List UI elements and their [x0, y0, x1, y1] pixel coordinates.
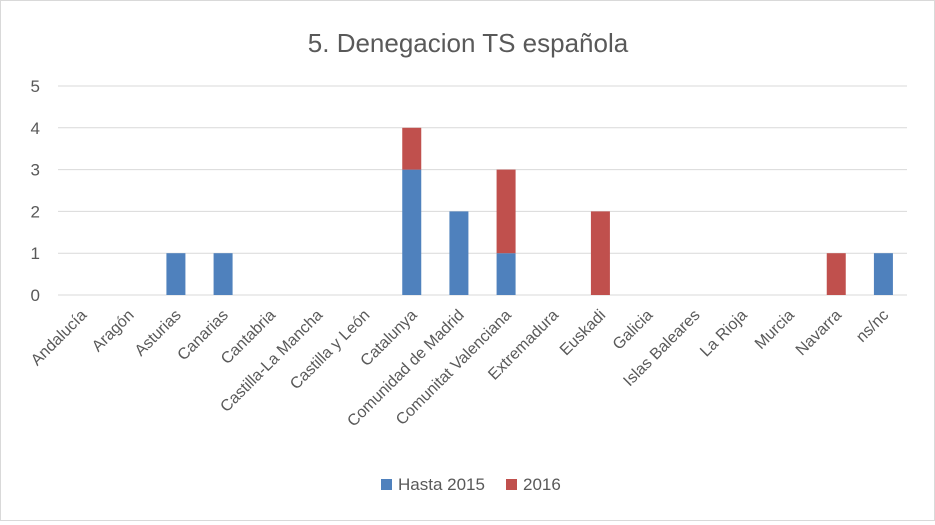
bar	[166, 253, 186, 295]
y-tick-label: 2	[31, 202, 40, 221]
x-tick-label: Aragón	[89, 307, 138, 356]
bar	[402, 169, 422, 295]
bar	[496, 253, 516, 295]
legend: Hasta 2015 2016	[381, 475, 561, 494]
y-axis-ticks: 0 1 2 3 4 5	[31, 77, 40, 305]
bar	[873, 253, 893, 295]
x-tick-label: Murcia	[752, 307, 798, 353]
x-tick-label: Euskadi	[557, 307, 609, 359]
chart-title: 5. Denegacion TS española	[308, 28, 629, 58]
x-tick-label: La Rioja	[697, 307, 751, 361]
bar	[590, 211, 610, 295]
x-tick-label: Andalucía	[28, 307, 90, 369]
x-axis-ticks: AndalucíaAragónAsturiasCanariasCantabria…	[28, 307, 892, 430]
bar	[449, 211, 469, 295]
y-tick-label: 1	[31, 244, 40, 263]
y-tick-label: 4	[31, 119, 40, 138]
y-tick-label: 3	[31, 161, 40, 180]
legend-swatch	[506, 479, 517, 490]
legend-label: 2016	[523, 475, 561, 494]
x-tick-label: Galicia	[610, 307, 657, 354]
bar	[496, 169, 516, 254]
x-tick-label: Navarra	[793, 307, 845, 359]
bar	[826, 253, 846, 295]
bar	[213, 253, 233, 295]
y-tick-label: 0	[31, 286, 40, 305]
bars	[166, 127, 893, 295]
legend-swatch	[381, 479, 392, 490]
y-tick-label: 5	[31, 77, 40, 96]
bar	[402, 127, 422, 170]
legend-label: Hasta 2015	[398, 475, 485, 494]
x-tick-label: ns/nc	[853, 307, 892, 346]
gridlines	[58, 85, 907, 296]
